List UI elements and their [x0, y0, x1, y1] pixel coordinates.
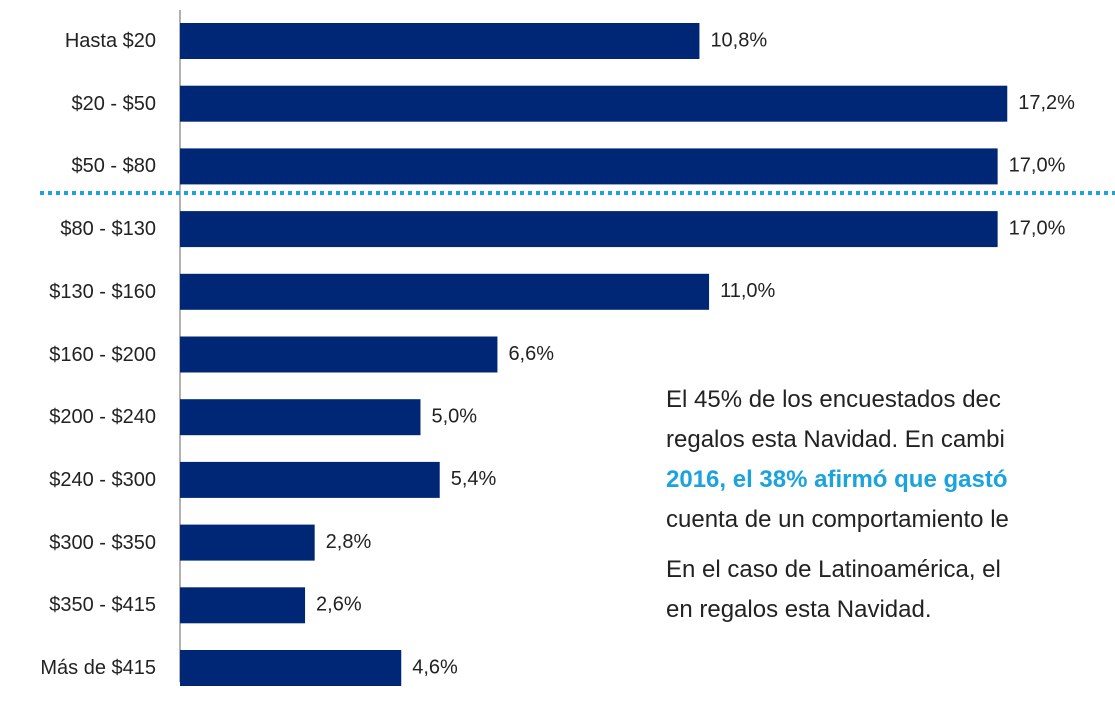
- value-label: 11,0%: [720, 280, 775, 302]
- bar: [180, 650, 402, 686]
- bar: [180, 23, 700, 59]
- annotation-line: En el caso de Latinoamérica, el: [666, 556, 1001, 584]
- annotation-text: El 45% de los encuestados dec: [666, 386, 1001, 413]
- category-label: $80 - $130: [60, 218, 156, 241]
- category-label: $130 - $160: [49, 280, 156, 303]
- bar: [180, 85, 1008, 122]
- bar: [180, 587, 306, 624]
- value-label: 17,0%: [1009, 217, 1066, 239]
- value-label: 5,4%: [451, 468, 497, 490]
- category-label: $300 - $350: [49, 531, 156, 554]
- bar: [180, 336, 498, 373]
- category-label: Hasta $20: [64, 30, 156, 52]
- value-label: 17,0%: [1009, 155, 1066, 177]
- annotation-text: en regalos esta Navidad.: [666, 596, 932, 623]
- value-label: 2,6%: [316, 594, 362, 616]
- category-label: $160 - $200: [49, 343, 156, 366]
- value-label: 4,6%: [412, 656, 458, 678]
- bar: [180, 461, 440, 498]
- value-label: 2,8%: [326, 531, 372, 553]
- value-label: 6,6%: [508, 343, 554, 365]
- annotation-line: cuenta de un comportamiento le: [666, 506, 1009, 534]
- bar: [180, 211, 998, 248]
- category-label: Más de $415: [40, 657, 156, 679]
- bar: [180, 148, 998, 185]
- annotation-text: En el caso de Latinoamérica, el: [666, 556, 1001, 583]
- annotation-text: cuenta de un comportamiento le: [666, 506, 1009, 533]
- annotation-line: en regalos esta Navidad.: [666, 596, 932, 624]
- category-label: $350 - $415: [49, 594, 156, 617]
- annotation-line: 2016, el 38% afirmó que gastó: [666, 466, 1007, 494]
- annotation-text: 2016, el 38% afirmó que gastó: [666, 466, 1008, 493]
- category-label: $240 - $300: [49, 468, 156, 491]
- value-label: 5,0%: [431, 405, 477, 427]
- annotation-line: regalos esta Navidad. En cambi: [666, 426, 1005, 454]
- value-label: 10,8%: [710, 29, 767, 51]
- annotation-line: El 45% de los encuestados dec: [666, 386, 1001, 414]
- bar: [180, 399, 421, 436]
- bar: [180, 524, 315, 561]
- category-label: $20 - $50: [71, 92, 156, 115]
- annotation-text: regalos esta Navidad. En cambi: [666, 426, 1005, 453]
- value-label: 17,2%: [1018, 92, 1075, 114]
- bar: [180, 273, 710, 310]
- category-label: $50 - $80: [71, 155, 156, 178]
- category-label: $200 - $240: [49, 406, 156, 429]
